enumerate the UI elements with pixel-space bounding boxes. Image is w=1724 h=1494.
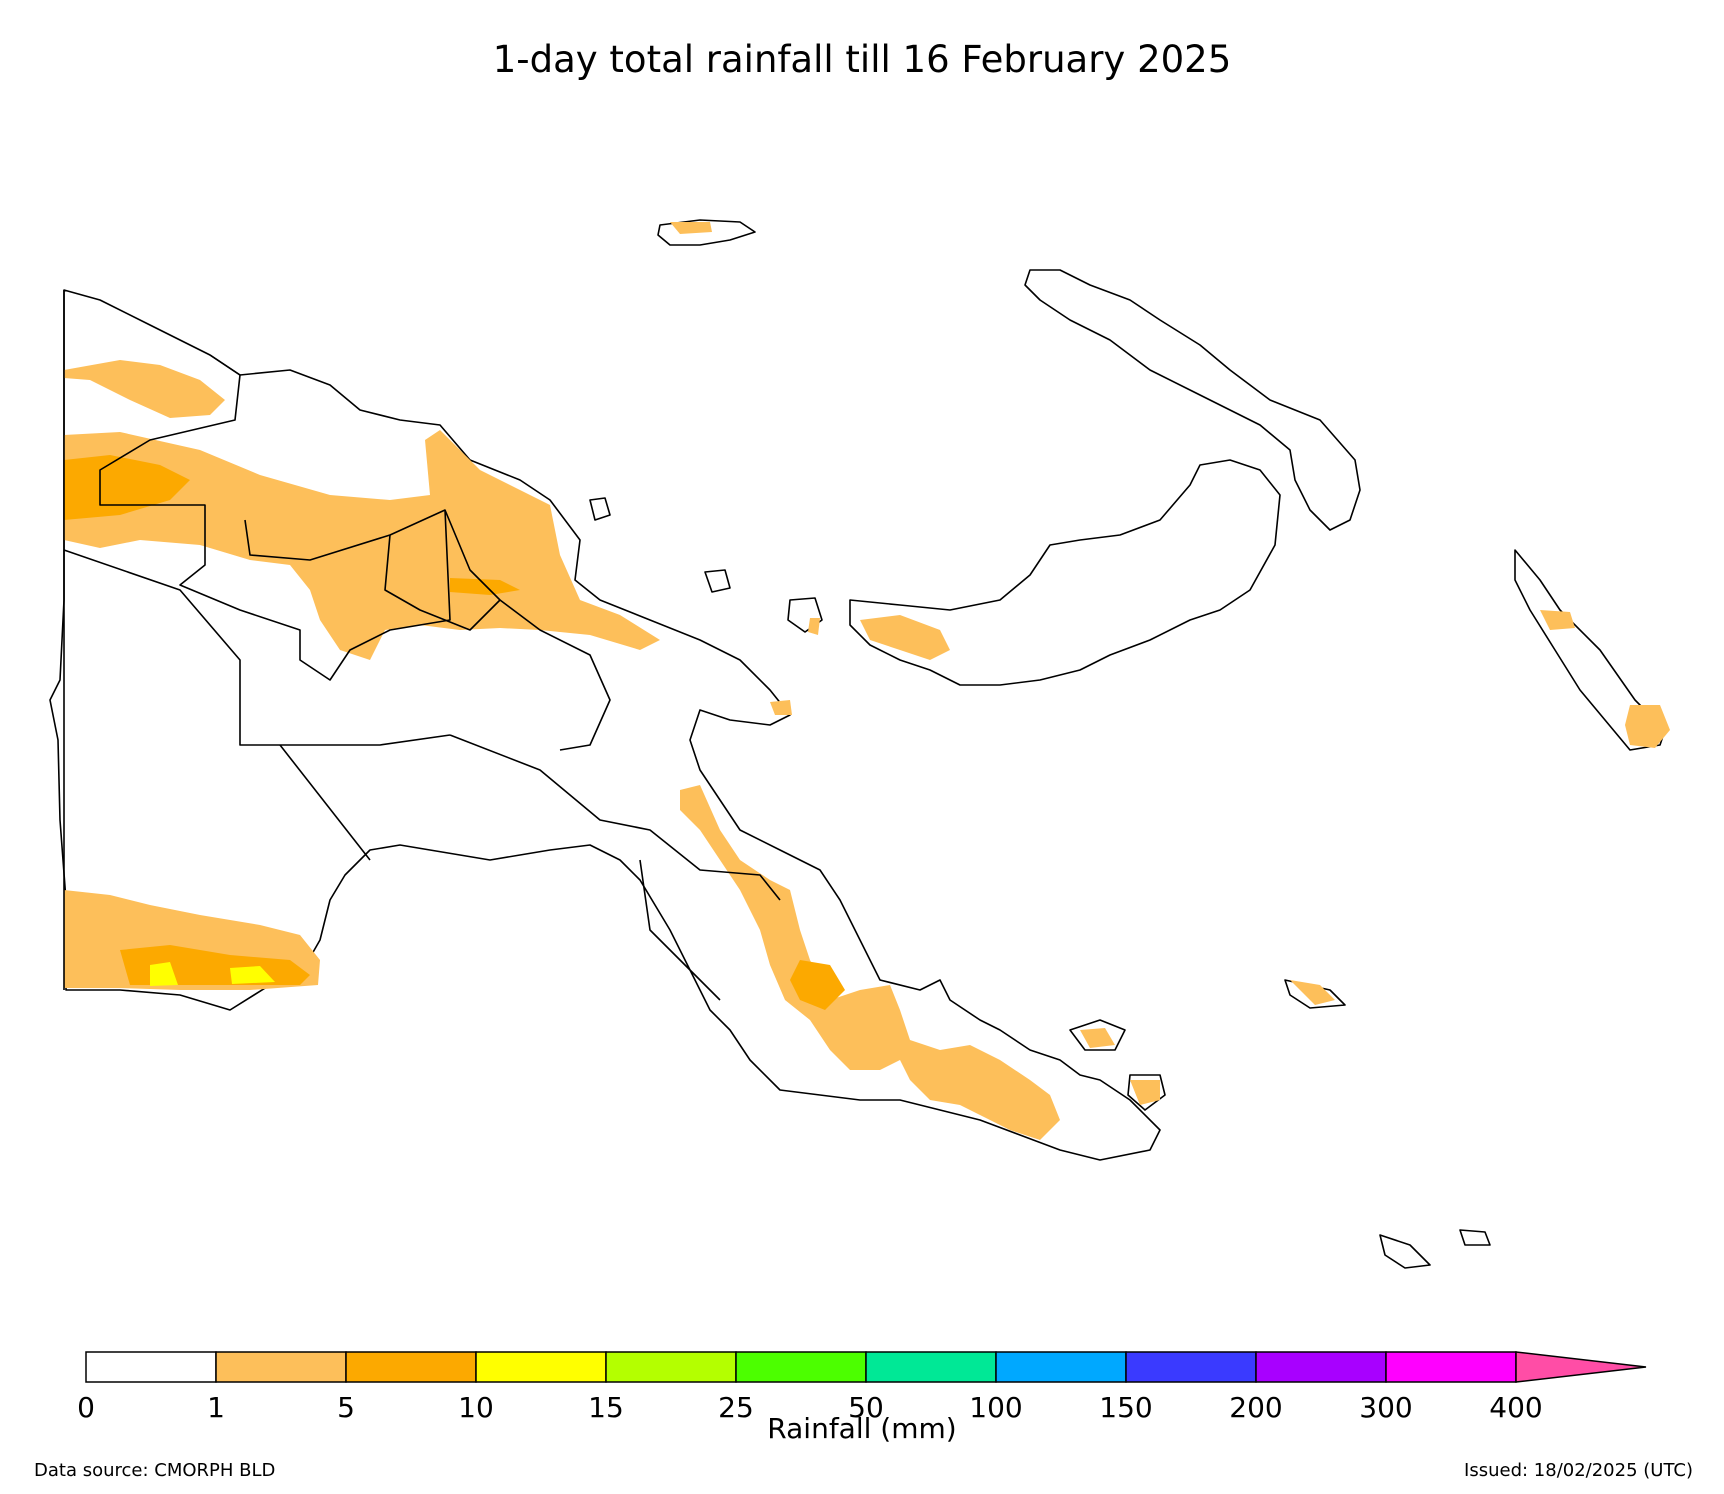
issued-date-note: Issued: 18/02/2025 (UTC) xyxy=(1464,1460,1693,1481)
colorbar-bin-100-150 xyxy=(995,1351,1127,1383)
colorbar-tick-label: 50 xyxy=(848,1391,884,1424)
colorbar-bin-300-400 xyxy=(1385,1351,1517,1383)
colorbar-tick-label: 400 xyxy=(1489,1391,1542,1424)
colorbar-tick-label: 5 xyxy=(337,1391,355,1424)
karkar-island xyxy=(704,569,731,593)
colorbar-tick-label: 15 xyxy=(588,1391,624,1424)
colorbar-tick-label: 100 xyxy=(969,1391,1022,1424)
colorbar-bin-10-15 xyxy=(475,1351,607,1383)
colorbar-bin-150-200 xyxy=(1125,1351,1257,1383)
colorbar-bin-15-25 xyxy=(605,1351,737,1383)
colorbar-tick-label: 0 xyxy=(77,1391,95,1424)
rain-10-15mm xyxy=(150,962,275,986)
colorbar-tick-label: 150 xyxy=(1099,1391,1152,1424)
long-island xyxy=(589,497,611,521)
map-title: 1-day total rainfall till 16 February 20… xyxy=(492,38,1232,81)
colorbar-tick-label: 25 xyxy=(718,1391,754,1424)
colorbar-bin-1-5 xyxy=(215,1351,347,1383)
colorbar-extend-arrow xyxy=(1515,1351,1647,1383)
colorbar-label: Rainfall (mm) xyxy=(767,1412,957,1445)
data-source-note: Data source: CMORPH BLD xyxy=(34,1460,276,1481)
colorbar-bin-5-10 xyxy=(345,1351,477,1383)
colorbar-tick-label: 200 xyxy=(1229,1391,1282,1424)
colorbar-tick-label: 1 xyxy=(207,1391,225,1424)
province-borders xyxy=(63,290,781,1001)
colorbar-bin-0-1 xyxy=(85,1351,217,1383)
new-britain xyxy=(849,459,1281,686)
colorbar-tick-label: 10 xyxy=(458,1391,494,1424)
colorbar-tick-label: 300 xyxy=(1359,1391,1412,1424)
colorbar-bin-25-50 xyxy=(735,1351,867,1383)
rossel-island xyxy=(1379,1234,1431,1269)
colorbar-bin-50-100 xyxy=(865,1351,997,1383)
sudest-island xyxy=(1459,1229,1491,1246)
colorbar-bin-200-300 xyxy=(1255,1351,1387,1383)
new-ireland xyxy=(1024,269,1361,531)
